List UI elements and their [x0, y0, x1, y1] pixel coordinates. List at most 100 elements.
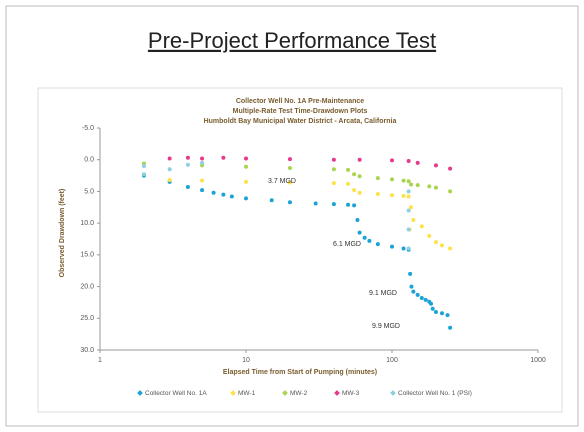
data-point [331, 202, 336, 207]
data-point [331, 181, 336, 186]
data-point [211, 190, 216, 195]
data-point [244, 156, 248, 161]
data-point [409, 205, 414, 210]
data-point [406, 246, 411, 251]
data-point [331, 167, 336, 172]
data-point [433, 309, 438, 314]
data-point [167, 178, 172, 183]
data-point [244, 196, 248, 201]
x-tick-label: 1000 [530, 357, 546, 364]
y-tick-label: 5.0 [84, 188, 94, 195]
data-point [200, 178, 205, 183]
data-point [269, 198, 274, 203]
data-point [401, 246, 406, 251]
data-point [375, 176, 380, 181]
data-point [439, 311, 444, 316]
data-point [352, 172, 357, 177]
data-point [419, 295, 424, 300]
slide-title: Pre-Project Performance Test [148, 28, 436, 53]
data-point [141, 164, 146, 169]
data-point [200, 160, 205, 165]
data-point [352, 203, 357, 208]
y-tick-label: 30.0 [80, 347, 94, 354]
data-point [200, 156, 205, 161]
x-tick-label: 10 [242, 357, 250, 364]
annotation: 9.1 MGD [369, 290, 397, 297]
data-point [352, 188, 357, 193]
data-point [375, 242, 380, 247]
annotation: 9.9 MGD [372, 323, 400, 330]
y-tick-label: 10.0 [80, 220, 94, 227]
data-point [409, 284, 414, 289]
data-point [185, 162, 190, 167]
y-tick-label: 0.0 [84, 157, 94, 164]
data-point [390, 158, 394, 163]
data-point [346, 202, 351, 207]
data-point [411, 289, 416, 294]
data-point [185, 184, 190, 189]
data-point [346, 181, 351, 186]
legend-marker [390, 390, 396, 396]
y-tick-label: 25.0 [80, 315, 94, 322]
data-point [221, 155, 226, 160]
data-point [367, 238, 372, 243]
data-point [287, 200, 292, 205]
x-tick-label: 1 [98, 357, 102, 364]
chart-title: Humboldt Bay Municipal Water District - … [204, 118, 397, 125]
y-axis-label: Observed Drawdown (feet) [59, 189, 66, 278]
data-point [433, 163, 438, 168]
legend-label: MW-3 [342, 390, 360, 397]
legend-label: Collector Well No. 1A [145, 390, 207, 397]
data-point [346, 167, 351, 172]
data-point [406, 158, 411, 163]
data-point [313, 201, 318, 206]
legend-label: MW-1 [238, 390, 256, 397]
legend-marker [230, 390, 236, 396]
data-point [390, 244, 394, 249]
data-point [448, 189, 453, 194]
data-point [229, 194, 234, 199]
data-point [415, 183, 420, 188]
data-point [439, 243, 444, 248]
data-point [406, 179, 411, 184]
legend-label: Collector Well No. 1 (PSI) [398, 390, 472, 397]
data-point [448, 325, 453, 330]
data-point [411, 217, 416, 222]
data-point [433, 240, 438, 245]
annotation: 6.1 MGD [333, 241, 361, 248]
legend-marker [137, 390, 143, 396]
data-point [427, 233, 432, 238]
data-point [406, 194, 411, 199]
data-point [401, 193, 406, 198]
x-tick-label: 100 [386, 357, 398, 364]
data-point [244, 179, 248, 184]
data-point [331, 157, 336, 162]
data-point [401, 178, 406, 183]
data-point [362, 235, 367, 240]
data-point [415, 160, 420, 165]
y-tick-label: 20.0 [80, 283, 94, 290]
legend-marker [282, 390, 288, 396]
data-point [357, 174, 362, 179]
data-point [430, 306, 435, 311]
data-point [409, 182, 414, 187]
annotation: 3.7 MGD [268, 178, 296, 185]
chart-frame [37, 87, 563, 413]
data-point [287, 165, 292, 170]
data-point [415, 292, 420, 297]
data-point [167, 167, 172, 172]
data-point [357, 190, 362, 195]
data-point [141, 172, 146, 177]
data-point [375, 191, 380, 196]
data-point [423, 297, 428, 302]
legend-marker [334, 390, 340, 396]
data-point [244, 164, 248, 169]
data-point [390, 193, 394, 198]
chart-title: Multiple-Rate Test Time-Drawdown Plots [233, 108, 368, 115]
legend-label: MW-2 [290, 390, 308, 397]
data-point [357, 157, 362, 162]
data-point [185, 155, 190, 160]
data-point [287, 180, 292, 185]
